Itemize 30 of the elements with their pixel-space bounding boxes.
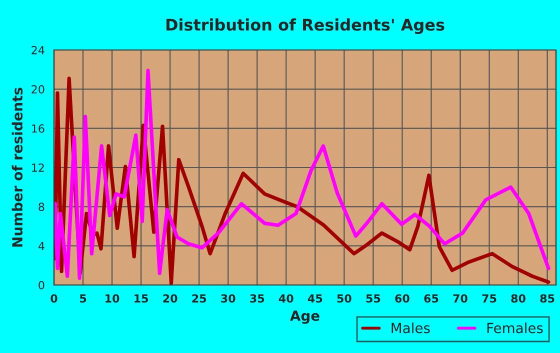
x-tick-label: 0 (50, 294, 58, 303)
x-tick-label: 60 (395, 294, 410, 303)
y-tick-label: 0 (38, 280, 44, 290)
x-axis-title: Age (290, 310, 320, 324)
chart-title: Distribution of Residents' Ages (166, 18, 444, 34)
x-tick-label: 80 (511, 294, 526, 303)
x-tick-label: 10 (106, 294, 120, 303)
x-tick-label: 55 (366, 294, 380, 303)
y-tick-label: 20 (32, 85, 44, 94)
y-tick-label: 16 (32, 124, 44, 133)
x-tick-label: 15 (134, 294, 148, 303)
x-tick-label: 45 (308, 294, 322, 303)
x-tick-label: 65 (424, 294, 438, 303)
x-tick-label: 70 (453, 294, 468, 303)
y-tick-label: 24 (32, 46, 44, 54)
x-tick-label: 50 (337, 294, 352, 303)
x-tick-label: 30 (221, 294, 236, 303)
x-tick-label: 25 (192, 294, 206, 303)
x-tick-label: 85 (540, 294, 554, 303)
y-tick-label: 8 (38, 202, 44, 212)
legend-label: Males (392, 322, 430, 334)
y-tick-label: 12 (32, 163, 44, 172)
y-tick-label: 4 (38, 242, 44, 250)
x-tick-label: 5 (80, 294, 86, 303)
legend-label: Females (487, 322, 543, 334)
x-tick-label: 75 (482, 294, 496, 303)
y-axis-title: Number of residents (12, 88, 23, 247)
x-tick-label: 35 (250, 294, 264, 303)
x-tick-label: 20 (163, 294, 178, 303)
x-tick-label: 40 (278, 294, 294, 303)
